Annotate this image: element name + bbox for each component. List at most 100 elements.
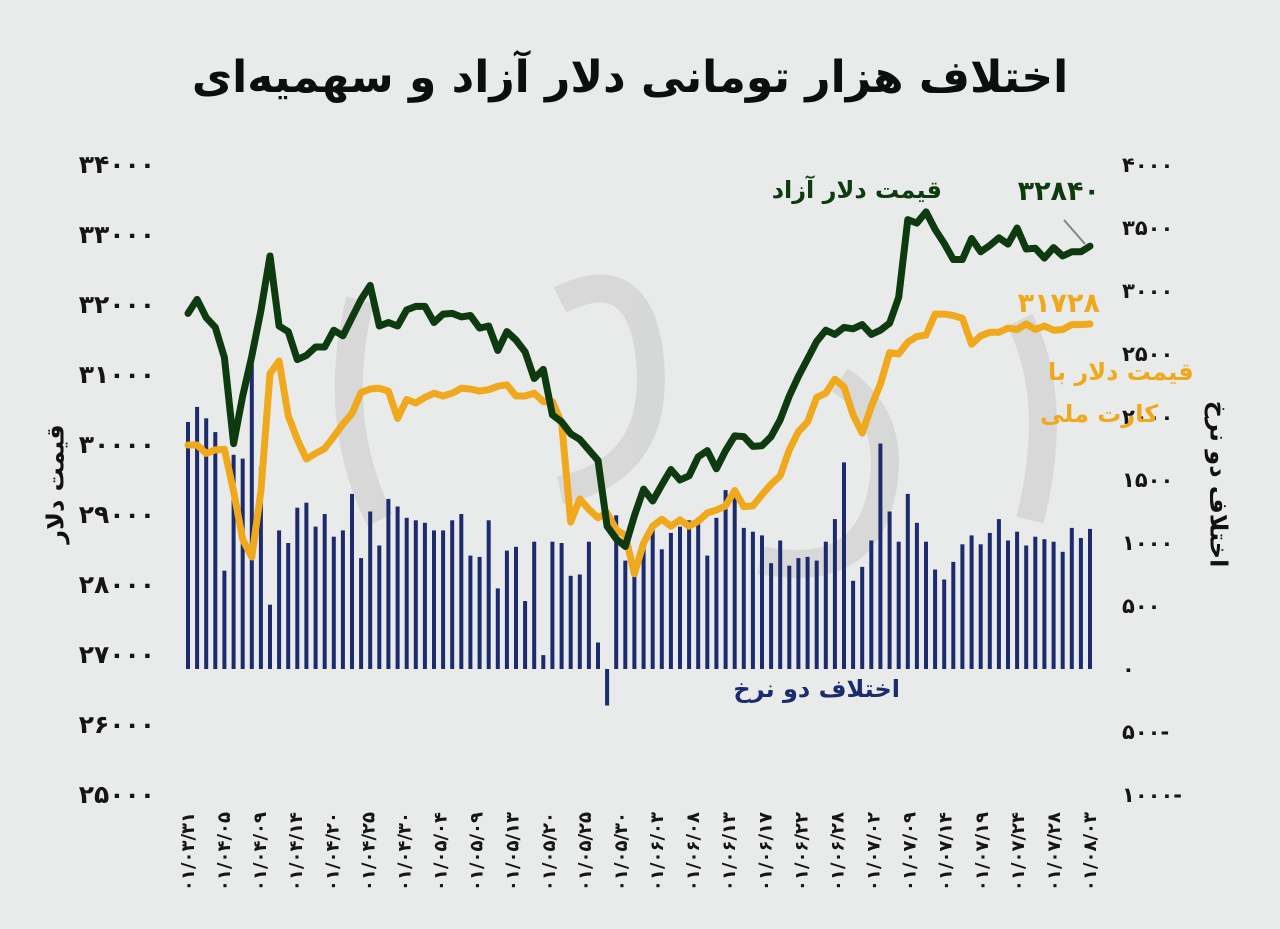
diff-bar (723, 490, 728, 669)
x-tick-label: ۰۱/۰۷/۲۸ (1044, 812, 1065, 891)
diff-bar (404, 517, 409, 669)
right-tick-label: ۵۰۰ (1122, 594, 1160, 618)
diff-bar (514, 546, 518, 669)
diff-bar (350, 493, 354, 669)
x-tick-label: ۰۱/۰۴/۱۴ (286, 812, 307, 891)
right-tick-label: ۳۵۰۰ (1122, 216, 1173, 240)
x-tick-label: ۰۱/۰۵/۰۴ (431, 812, 452, 891)
diff-bar (605, 669, 610, 706)
diff-bar (787, 565, 792, 669)
x-tick-label: ۰۱/۰۵/۲۰ (539, 812, 560, 891)
left-tick-label: ۲۷۰۰۰ (79, 640, 155, 669)
diff-bar (696, 517, 701, 669)
diff-bar (340, 530, 345, 669)
left-axis-label: قیمت دلار (41, 424, 70, 544)
right-tick-label: ۱۰۰۰ (1122, 531, 1173, 555)
right-tick-label: ۲۰۰۰ (1122, 405, 1173, 429)
diff-bar (933, 569, 938, 669)
card-series-label-line1: قیمت دلار با (1048, 358, 1194, 386)
diff-bar (596, 642, 600, 669)
diff-bar (359, 558, 364, 669)
diff-bar (842, 462, 846, 669)
diff-bar (760, 535, 764, 669)
diff-bar (814, 560, 819, 669)
diff-bar (623, 560, 628, 669)
x-tick-label: ۰۱/۰۷/۰۲ (864, 812, 885, 891)
diff-bar (413, 520, 418, 669)
right-tick-label: ۲۵۰۰ (1122, 342, 1173, 366)
x-tick-label: ۰۱/۰۶/۰۳ (647, 812, 668, 891)
left-tick-label: ۲۶۰۰۰ (79, 710, 155, 739)
x-tick-label: ۰۱/۰۵/۲۵ (575, 812, 596, 891)
diff-bar (377, 545, 382, 669)
left-tick-label: ۳۰۰۰۰ (79, 430, 155, 459)
diff-bar (714, 517, 719, 669)
diff-bar (632, 566, 637, 669)
diff-bar (249, 362, 254, 669)
diff-bar (960, 544, 965, 669)
diff-bar (541, 655, 546, 669)
card-endpoint-label: ۳۱۷۲۸ (1018, 288, 1101, 319)
diff-bar (504, 550, 509, 669)
diff-bar (568, 575, 573, 669)
diff-bar (614, 515, 619, 669)
right-tick-label: ۵۰۰- (1122, 720, 1169, 744)
x-tick-label: ۰۱/۰۴/۳۰ (395, 812, 416, 891)
diff-bar (1060, 551, 1065, 669)
right-tick-label: ۱۰۰۰- (1122, 783, 1182, 807)
diff-bar (559, 543, 564, 669)
x-tick-label: ۰۱/۰۴/۲۵ (358, 812, 379, 891)
diff-bar (240, 458, 245, 669)
x-tick-label: ۰۱/۰۵/۰۹ (467, 812, 488, 891)
x-tick-label: ۰۱/۰۶/۱۷ (755, 812, 776, 891)
diff-bar (322, 514, 327, 669)
x-tick-label: ۰۱/۰۴/۰۹ (250, 812, 271, 891)
diff-bar (1006, 540, 1010, 669)
diff-bar (851, 580, 856, 669)
right-tick-label: ۰ (1122, 657, 1135, 681)
diff-bar (586, 541, 591, 669)
diff-bar (869, 540, 874, 669)
diff-bar (887, 511, 892, 669)
left-tick-label: ۳۳۰۰۰ (79, 220, 155, 249)
diff-bar (286, 543, 291, 669)
left-tick-label: ۲۹۰۰۰ (79, 500, 155, 529)
diff-bar (313, 526, 318, 669)
diff-bar (495, 588, 500, 669)
diff-bar (231, 454, 236, 669)
diff-bar (741, 527, 746, 669)
x-tick-label: ۰۱/۰۵/۳۰ (611, 812, 632, 891)
diff-bar (823, 541, 828, 669)
diff-bar (878, 443, 883, 669)
diff-bar (222, 570, 227, 669)
left-tick-label: ۳۴۰۰۰ (79, 150, 155, 179)
x-tick-label: ۰۱/۰۶/۲۲ (791, 812, 812, 891)
chart-title: اختلاف هزار تومانی دلار آزاد و سهمیه‌ای (191, 52, 1069, 103)
diff-bar (687, 520, 692, 669)
diff-bar (368, 511, 373, 669)
diff-bar (996, 519, 1001, 669)
x-tick-label: ۰۱/۰۷/۲۴ (1008, 812, 1029, 891)
diff-bar (304, 502, 309, 669)
card-series-label: قیمت دلار با کارت ملی (1040, 358, 1194, 428)
left-tick-label: ۳۲۰۰۰ (79, 290, 155, 319)
free-price-line (184, 208, 1094, 550)
endpoint-pointer (1063, 219, 1086, 245)
diff-bar (796, 558, 801, 669)
diff-bar (951, 561, 956, 669)
diff-bar (668, 532, 673, 669)
diff-bar (705, 555, 710, 669)
diff-bar (422, 522, 427, 669)
diff-bar (1078, 538, 1083, 669)
diff-bar (523, 601, 528, 669)
diff-bar (1033, 536, 1038, 669)
x-tick-label: ۰۱/۰۵/۱۳ (503, 812, 524, 891)
diff-bar (942, 579, 947, 669)
diff-bar (268, 604, 272, 669)
diff-bar (577, 574, 582, 669)
x-tick-label: ۰۱/۰۴/۰۵ (214, 812, 235, 891)
diff-bar (924, 541, 928, 669)
left-tick-label: ۲۵۰۰۰ (79, 780, 155, 809)
x-tick-label: ۰۱/۰۷/۱۴ (936, 812, 957, 891)
